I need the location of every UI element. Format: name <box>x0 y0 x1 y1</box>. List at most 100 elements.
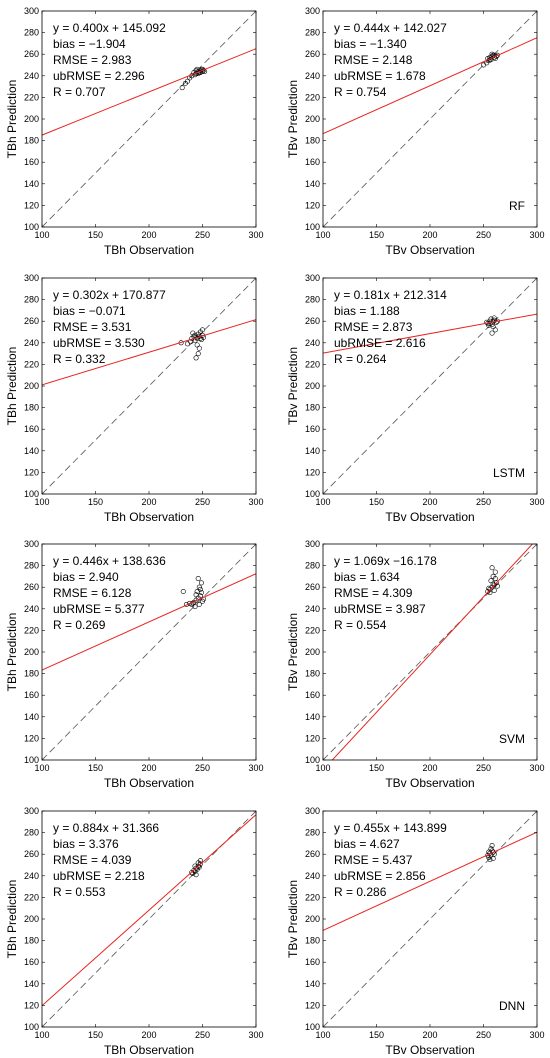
x-tick-label: 250 <box>195 763 210 773</box>
y-tick-label: 120 <box>24 733 39 743</box>
y-tick-label: 260 <box>305 316 320 326</box>
x-axis-label: TBh Observation <box>104 776 194 790</box>
y-tick-label: 300 <box>305 6 320 16</box>
data-point <box>480 62 486 68</box>
data-point <box>193 355 199 361</box>
data-point <box>489 565 495 571</box>
y-tick-label: 100 <box>24 489 39 499</box>
stat-line-1: y = 0.444x + 142.027 <box>334 21 447 35</box>
data-point <box>198 580 204 586</box>
x-tick-label: 250 <box>476 763 491 773</box>
y-tick-label: 260 <box>305 49 320 59</box>
stat-line-2: bias = −1.340 <box>334 37 407 51</box>
y-tick-label: 220 <box>305 359 320 369</box>
y-tick-label: 280 <box>305 828 320 838</box>
data-point <box>491 315 497 321</box>
y-tick-label: 140 <box>24 179 39 189</box>
y-tick-label: 100 <box>305 222 320 232</box>
data-point <box>195 351 201 357</box>
y-tick-label: 100 <box>305 489 320 499</box>
y-tick-label: 160 <box>24 157 39 167</box>
data-point <box>489 843 495 849</box>
points <box>484 315 500 336</box>
y-tick-label: 100 <box>24 1022 39 1032</box>
stat-line-3: RMSE = 4.039 <box>53 853 132 867</box>
x-axis-label: TBv Observation <box>385 1043 474 1057</box>
identity-line <box>42 278 256 494</box>
y-tick-label: 260 <box>305 849 320 859</box>
points <box>178 327 207 361</box>
x-axis-label: TBv Observation <box>385 776 474 790</box>
data-point <box>494 52 500 58</box>
y-tick-label: 220 <box>305 625 320 635</box>
y-tick-label: 140 <box>305 446 320 456</box>
data-point <box>488 578 494 584</box>
data-point <box>187 600 193 606</box>
y-tick-label: 220 <box>305 892 320 902</box>
y-tick-label: 220 <box>305 92 320 102</box>
stat-line-2: bias = 3.376 <box>53 837 119 851</box>
y-tick-label: 200 <box>24 381 39 391</box>
y-tick-label: 260 <box>24 849 39 859</box>
points <box>480 51 500 68</box>
y-tick-label: 200 <box>305 914 320 924</box>
y-tick-label: 180 <box>305 136 320 146</box>
y-tick-label: 160 <box>24 690 39 700</box>
y-tick-label: 240 <box>24 338 39 348</box>
x-tick-label: 200 <box>422 230 437 240</box>
data-point <box>193 592 199 598</box>
stat-line-5: R = 0.554 <box>334 618 387 632</box>
scatter-panel-6: 100 150 200 250 300 100 120 140 160 180 200 220 240 2… <box>286 539 545 790</box>
stat-line-4: ubRMSE = 3.530 <box>53 336 145 350</box>
x-tick-label: 100 <box>315 230 330 240</box>
identity-line <box>42 544 256 760</box>
x-tick-label: 250 <box>476 230 491 240</box>
y-tick-label: 280 <box>24 561 39 571</box>
stat-line-4: ubRMSE = 2.856 <box>334 869 426 883</box>
y-axis-label: TBv Prediction <box>286 880 300 958</box>
y-tick-label: 200 <box>24 114 39 124</box>
y-axis-label: TBh Prediction <box>5 880 19 959</box>
fit-line <box>42 814 256 1007</box>
data-point <box>193 872 199 878</box>
y-tick-label: 260 <box>24 582 39 592</box>
stat-line-4: ubRMSE = 2.616 <box>334 336 426 350</box>
identity-line <box>323 278 537 494</box>
stat-line-5: R = 0.269 <box>53 618 106 632</box>
y-tick-label: 180 <box>24 136 39 146</box>
y-tick-label: 300 <box>24 806 39 816</box>
y-tick-label: 160 <box>305 957 320 967</box>
fit-line <box>331 544 534 760</box>
model-label: SVM <box>499 732 525 746</box>
y-tick-label: 160 <box>305 424 320 434</box>
stat-line-3: RMSE = 2.983 <box>53 53 132 67</box>
x-axis-label: TBv Observation <box>385 510 474 524</box>
data-point <box>182 80 188 86</box>
x-tick-label: 300 <box>529 763 544 773</box>
y-tick-label: 120 <box>24 200 39 210</box>
data-point <box>484 319 490 325</box>
y-tick-label: 240 <box>305 338 320 348</box>
stat-line-2: bias = 1.188 <box>334 304 400 318</box>
x-tick-label: 300 <box>248 497 263 507</box>
model-label: DNN <box>499 999 525 1013</box>
scatter-panel-4: 100 150 200 250 300 100 120 140 160 180 200 220 240 2… <box>286 273 545 524</box>
y-tick-label: 200 <box>24 647 39 657</box>
scatter-panel-1: 100 150 200 250 300 100 120 140 160 180 200 220 240 2… <box>5 6 264 257</box>
y-tick-label: 240 <box>24 604 39 614</box>
fit-line <box>323 313 537 354</box>
data-point <box>195 576 201 582</box>
data-point <box>192 332 198 338</box>
data-point <box>492 569 498 575</box>
y-tick-label: 100 <box>305 755 320 765</box>
x-tick-label: 250 <box>195 1030 210 1040</box>
y-tick-label: 240 <box>24 871 39 881</box>
stat-line-5: R = 0.264 <box>334 352 387 366</box>
stat-line-5: R = 0.707 <box>53 85 106 99</box>
model-label: LSTM <box>493 466 525 480</box>
stat-line-2: bias = −1.904 <box>53 37 126 51</box>
y-tick-label: 100 <box>305 1022 320 1032</box>
x-tick-label: 100 <box>315 497 330 507</box>
y-tick-label: 180 <box>24 403 39 413</box>
y-tick-label: 300 <box>305 539 320 549</box>
